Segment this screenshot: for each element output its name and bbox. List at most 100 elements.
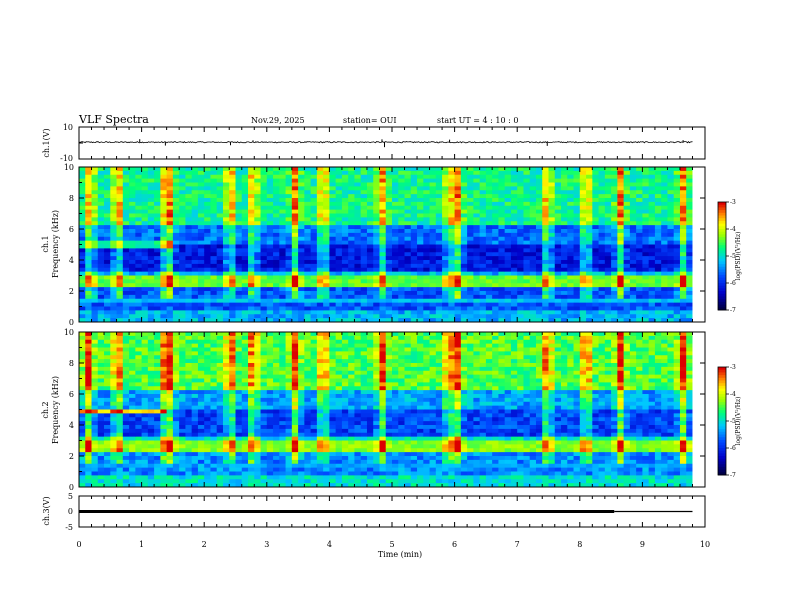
spectrogram-cell <box>623 275 631 280</box>
spectrogram-cell <box>673 275 681 280</box>
spectrogram-cell <box>329 194 337 199</box>
spectrogram-cell <box>97 298 105 304</box>
spectrogram-cell <box>172 287 180 292</box>
spectrogram-cell <box>654 198 662 203</box>
spectrogram-cell <box>504 263 512 269</box>
spectrogram-cell <box>323 302 330 307</box>
spectrogram-cell <box>636 225 643 230</box>
spectrogram-cell <box>85 475 92 480</box>
spectrogram-cell <box>285 221 293 226</box>
spectrogram-cell <box>617 217 625 222</box>
spectrogram-cell <box>517 291 524 296</box>
spectrogram-cell <box>360 217 368 222</box>
spectrogram-cell <box>254 275 261 280</box>
spectrogram-cell <box>104 405 111 410</box>
spectrogram-cell <box>573 201 581 207</box>
spectrogram-cell <box>222 421 230 426</box>
spectrogram-cell <box>129 271 136 276</box>
spectrogram-cell <box>204 267 211 273</box>
spectrogram-cell <box>598 294 606 300</box>
spectrogram-cell <box>185 363 193 368</box>
spectrogram-cell <box>529 178 537 183</box>
spectrogram-cell <box>216 366 224 372</box>
spectrogram-cell <box>204 213 211 218</box>
spectrogram-cell <box>172 221 180 226</box>
spectrogram-cell <box>172 213 180 218</box>
spectrogram-cell <box>122 287 130 292</box>
spectrogram-cell <box>135 413 142 418</box>
spectrogram-cell <box>398 279 405 284</box>
spectrogram-cell <box>222 351 230 356</box>
spectrogram-cell <box>185 386 193 391</box>
spectrogram-cell <box>191 225 199 230</box>
spectrogram-cell <box>504 217 512 222</box>
spectrogram-cell <box>154 428 161 434</box>
spectrogram-cell <box>398 236 405 242</box>
spectrogram-cell <box>141 256 149 261</box>
spectrogram-cell <box>172 378 180 383</box>
spectrogram-cell <box>285 263 293 269</box>
spectrogram-cell <box>335 182 343 187</box>
spectrogram-cell <box>216 479 224 484</box>
spectrogram-cell <box>423 190 430 195</box>
spectrogram-cell <box>160 448 168 453</box>
spectrogram-cell <box>598 217 606 222</box>
spectrogram-cell <box>172 335 180 341</box>
spectrogram-cell <box>229 186 236 191</box>
spectrogram-cell <box>85 232 92 238</box>
spectrogram-cell <box>498 287 506 292</box>
spectrogram-cell <box>454 225 462 230</box>
spectrogram-cell <box>460 178 468 183</box>
spectrogram-cell <box>329 198 337 203</box>
spectrogram-cell <box>285 256 293 261</box>
spectrogram-cell <box>97 370 105 376</box>
spectrogram-cell <box>617 279 625 284</box>
spectrogram-cell <box>598 225 606 230</box>
spectrogram-cell <box>273 306 280 311</box>
spectrogram-cell <box>110 355 117 360</box>
spectrogram-cell <box>523 283 531 288</box>
spectrogram-cell <box>172 302 180 307</box>
spectrogram-cell <box>479 170 487 176</box>
spectrogram-cell <box>485 267 493 273</box>
spectrogram-cell <box>191 170 199 176</box>
spectrogram-cell <box>254 186 261 191</box>
spectrogram-cell <box>97 351 105 356</box>
spectrogram-cell <box>479 240 487 245</box>
spectrogram-cell <box>467 209 474 214</box>
spectrogram-cell <box>454 167 462 172</box>
spectrogram-cell <box>379 170 387 176</box>
spectrogram-cell <box>147 351 155 356</box>
spectrogram-cell <box>404 314 412 319</box>
spectrogram-cell <box>667 182 675 187</box>
spectrogram-cell <box>191 401 199 407</box>
spectrogram-cell <box>229 287 236 292</box>
spectrogram-cell <box>492 260 499 265</box>
spectrogram-cell <box>304 275 312 280</box>
spectrogram-cell <box>592 240 599 245</box>
spectrogram-cell <box>154 232 161 238</box>
spectrogram-cell <box>360 302 368 307</box>
spectrogram-cell <box>379 267 387 273</box>
spectrogram-cell <box>667 221 675 226</box>
spectrogram-cell <box>191 217 199 222</box>
spectrogram-cell <box>141 213 149 218</box>
spectrogram-cell <box>179 248 186 253</box>
spectrogram-cell <box>97 291 105 296</box>
spectrogram-cell <box>523 271 531 276</box>
spectrogram-cell <box>197 479 205 484</box>
spectrogram-cell <box>210 355 218 360</box>
spectrogram-cell <box>279 287 286 292</box>
spectrogram-cell <box>442 198 449 203</box>
spectrogram-cell <box>147 201 155 207</box>
spectrogram-cell <box>329 314 337 319</box>
spectrogram-cell <box>567 217 574 222</box>
spectrogram-cell <box>329 170 337 176</box>
spectrogram-cell <box>410 229 418 234</box>
spectrogram-cell <box>686 279 693 284</box>
spectrogram-cell <box>185 244 193 249</box>
spectrogram-cell <box>254 167 261 172</box>
spectrogram-cell <box>636 314 643 319</box>
spectrogram-cell <box>517 198 524 203</box>
spectrogram-cell <box>392 298 399 304</box>
